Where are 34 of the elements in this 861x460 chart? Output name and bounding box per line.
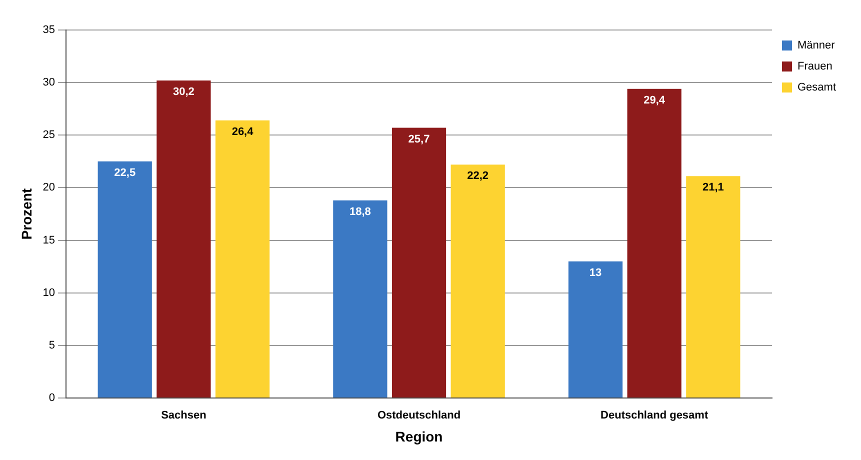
x-tick-label: Ostdeutschland	[377, 410, 461, 422]
bar	[392, 128, 446, 398]
bar	[156, 80, 211, 398]
x-tick-label: Deutschland gesamt	[600, 410, 708, 422]
data-label: 18,8	[349, 206, 371, 218]
data-label: 21,1	[702, 182, 724, 194]
x-axis-title: Region	[395, 428, 443, 444]
legend-label: Gesamt	[797, 82, 836, 94]
legend-label: Frauen	[797, 60, 832, 73]
bar	[568, 261, 623, 398]
y-tick-label: 35	[42, 24, 56, 36]
data-label: 30,2	[172, 86, 194, 98]
data-label: 22,5	[114, 166, 136, 179]
y-tick-label: 0	[48, 392, 56, 404]
data-label: 26,4	[232, 126, 254, 138]
bar	[627, 88, 682, 398]
y-tick-label: 25	[42, 129, 56, 142]
data-label: 25,7	[408, 133, 430, 146]
bar	[450, 164, 505, 398]
bar	[686, 176, 740, 398]
y-tick-label: 15	[42, 234, 56, 246]
bar	[98, 161, 152, 398]
legend-label: Männer	[797, 40, 836, 52]
data-label: 13	[589, 266, 602, 279]
bar	[333, 200, 388, 398]
bar	[215, 120, 270, 398]
y-tick-label: 30	[42, 76, 56, 89]
y-tick-label: 10	[42, 286, 56, 299]
x-tick-label: Sachsen	[161, 410, 207, 422]
y-axis-title: Prozent	[18, 188, 34, 240]
data-label: 29,4	[644, 94, 666, 106]
y-tick-label: 20	[42, 182, 56, 194]
data-label: 22,2	[467, 170, 489, 182]
y-tick-label: 5	[48, 339, 56, 352]
